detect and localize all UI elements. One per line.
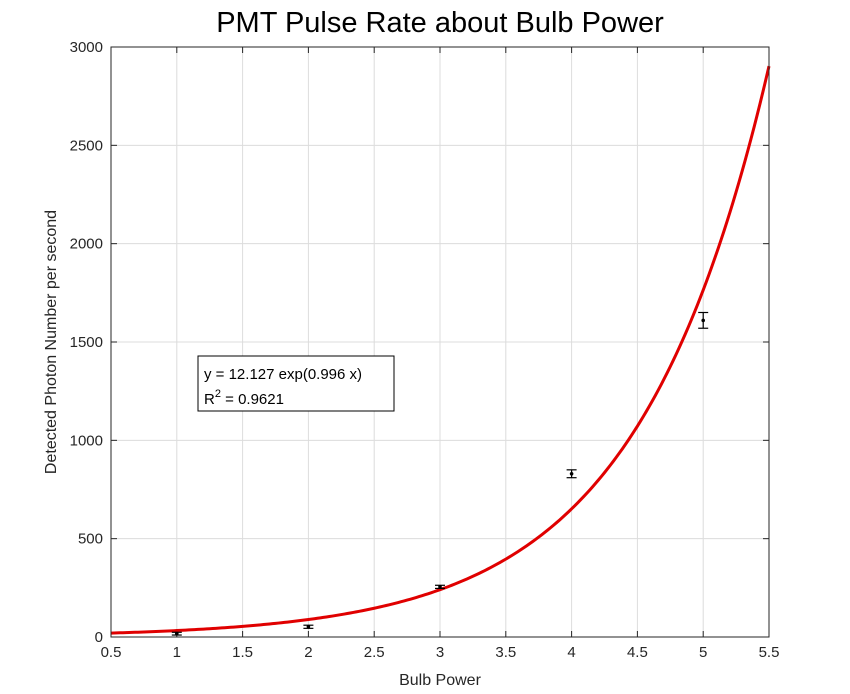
fit-annotation-box: y = 12.127 exp(0.996 x) R2 = 0.9621 <box>197 355 395 412</box>
data-point <box>698 311 709 329</box>
x-tick-labels: 0.5 1 1.5 2 2.5 3 3.5 4 4.5 5 5.5 <box>101 644 780 661</box>
data-marker <box>438 585 442 589</box>
x-tick-label: 5 <box>699 644 707 661</box>
x-tick-label: 3.5 <box>495 644 516 661</box>
x-tick-label: 1 <box>173 644 181 661</box>
data-point <box>303 624 314 629</box>
y-tick-labels: 0 500 1000 1500 2000 2500 3000 <box>70 39 103 646</box>
y-tick-label: 3000 <box>70 39 103 56</box>
fit-line <box>110 65 771 635</box>
y-axis-label: Detected Photon Number per second <box>43 210 60 474</box>
y-tick-label: 1500 <box>70 334 103 351</box>
x-tick-label: 3 <box>436 644 444 661</box>
data-points <box>171 311 709 636</box>
r-squared-value: = 0.9621 <box>221 391 284 408</box>
y-tick-label: 0 <box>95 629 103 646</box>
y-tick-label: 2500 <box>70 137 103 154</box>
chart-title: PMT Pulse Rate about Bulb Power <box>216 7 664 39</box>
data-marker <box>175 631 179 636</box>
annotation-frame <box>197 355 395 412</box>
r-squared-prefix: R <box>204 391 215 408</box>
fit-curve <box>110 65 771 635</box>
data-marker <box>306 624 311 629</box>
data-point <box>435 584 445 590</box>
x-tick-label: 4 <box>567 644 575 661</box>
x-tick-label: 1.5 <box>232 644 253 661</box>
data-point <box>171 631 182 636</box>
r-squared: R2 = 0.9621 <box>204 388 284 408</box>
x-tick-label: 4.5 <box>627 644 648 661</box>
y-tick-label: 1000 <box>70 432 103 449</box>
r-squared-superscript: 2 <box>215 388 221 400</box>
plot-frame <box>110 46 770 638</box>
y-tick-label: 500 <box>78 531 103 548</box>
x-tick-label: 2.5 <box>364 644 385 661</box>
data-marker <box>569 471 574 476</box>
x-axis-label: Bulb Power <box>399 672 481 689</box>
data-marker <box>701 318 705 323</box>
data-point <box>566 469 577 479</box>
y-tick-label: 2000 <box>70 236 103 253</box>
x-tick-label: 0.5 <box>101 644 122 661</box>
x-tick-label: 5.5 <box>759 644 780 661</box>
x-tick-label: 2 <box>304 644 312 661</box>
fit-equation: y = 12.127 exp(0.996 x) <box>204 366 362 383</box>
